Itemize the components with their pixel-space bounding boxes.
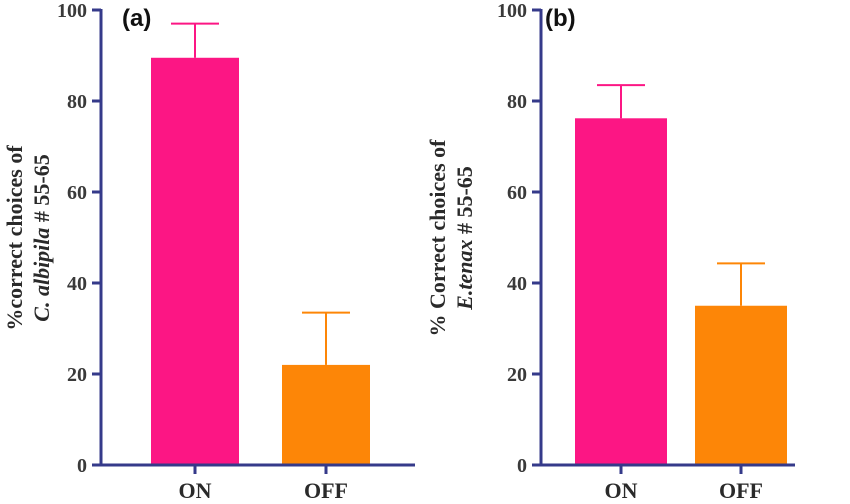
- y-tick-label: 40: [507, 273, 527, 295]
- y-tick-label: 20: [67, 364, 87, 386]
- x-tick-label: ON: [605, 478, 638, 503]
- y-axis-label-line2: C. albipila # 55-65: [29, 154, 54, 321]
- bar-on: [575, 118, 667, 465]
- y-axis-label-line1: %correct choices of: [2, 145, 27, 331]
- y-axis-label-line2: E.tenax # 55-65: [452, 166, 477, 311]
- y-tick-label: 0: [77, 455, 87, 477]
- y-axis-label-italic: E.tenax: [452, 240, 477, 311]
- y-tick-label: 40: [67, 273, 87, 295]
- y-axis-label: %correct choices of C. albipila # 55-65: [2, 145, 54, 331]
- bar-on: [151, 57, 239, 466]
- panel-b: (b) % Correct choices of E.tenax # 55-65…: [425, 0, 795, 503]
- panel-label: (b): [545, 5, 576, 32]
- x-tick-label: OFF: [719, 478, 763, 503]
- y-axis-label: % Correct choices of E.tenax # 55-65: [425, 139, 477, 337]
- y-tick-label: 60: [67, 182, 87, 204]
- y-axis-label-line1: % Correct choices of: [425, 139, 450, 337]
- y-tick-label: 100: [57, 0, 87, 22]
- panel-label: (a): [122, 5, 151, 32]
- bar-off: [695, 305, 787, 465]
- y-tick-label: 100: [497, 0, 527, 22]
- panel-a: (a) %correct choices of C. albipila # 55…: [2, 0, 415, 503]
- y-tick-label: 20: [507, 364, 527, 386]
- x-tick-label: OFF: [304, 478, 348, 503]
- y-tick-label: 80: [507, 91, 527, 113]
- x-tick-label: ON: [179, 478, 212, 503]
- y-tick-label: 0: [517, 455, 527, 477]
- y-axis-label-rest: # 55-65: [452, 166, 477, 239]
- y-tick-label: 60: [507, 182, 527, 204]
- bar-off: [282, 364, 370, 465]
- y-axis-label-italic: C. albipila: [29, 228, 54, 322]
- y-tick-label: 80: [67, 91, 87, 113]
- y-axis-label-rest: # 55-65: [29, 154, 54, 227]
